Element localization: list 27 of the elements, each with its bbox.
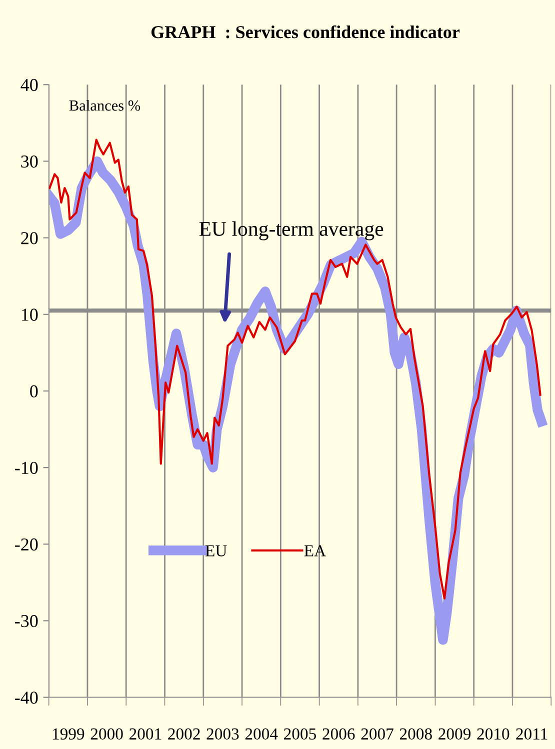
y-tick-label: 20 — [21, 232, 38, 244]
x-tick-label: 2002 — [168, 728, 200, 740]
x-tick-label: 2008 — [400, 728, 432, 740]
y-tick-label: 0 — [30, 385, 38, 398]
x-tick-label: 2005 — [284, 728, 316, 740]
x-tick-label: 2004 — [245, 728, 278, 740]
x-tick-label: 2006 — [322, 728, 355, 740]
y-tick-label: -40 — [15, 692, 38, 704]
x-tick-label: 2000 — [90, 728, 123, 740]
x-tick-label: 2007 — [361, 728, 394, 740]
x-tick-label: 2010 — [477, 728, 510, 740]
y-tick-label: 40 — [20, 78, 38, 92]
chart-title: GRAPH : Services confidence indicator — [151, 25, 460, 38]
y-tick-label: 30 — [21, 155, 38, 168]
annotation: EU long-term average — [199, 221, 384, 240]
y-tick-label: -30 — [15, 614, 38, 628]
legend-label: EA — [304, 545, 326, 556]
y-tick-label: -20 — [15, 538, 38, 551]
x-tick-label: 2009 — [438, 728, 471, 740]
x-tick-label: 2001 — [129, 728, 162, 740]
y-tick-label: -10 — [15, 462, 38, 474]
x-tick-label: 2011 — [516, 728, 548, 740]
x-tick-label: 1999 — [52, 728, 84, 740]
y-tick-label: 10 — [22, 308, 38, 321]
legend-label: EU — [205, 545, 227, 556]
x-tick-label: 2003 — [206, 728, 239, 740]
y-axis-title: Balances % — [69, 100, 140, 111]
